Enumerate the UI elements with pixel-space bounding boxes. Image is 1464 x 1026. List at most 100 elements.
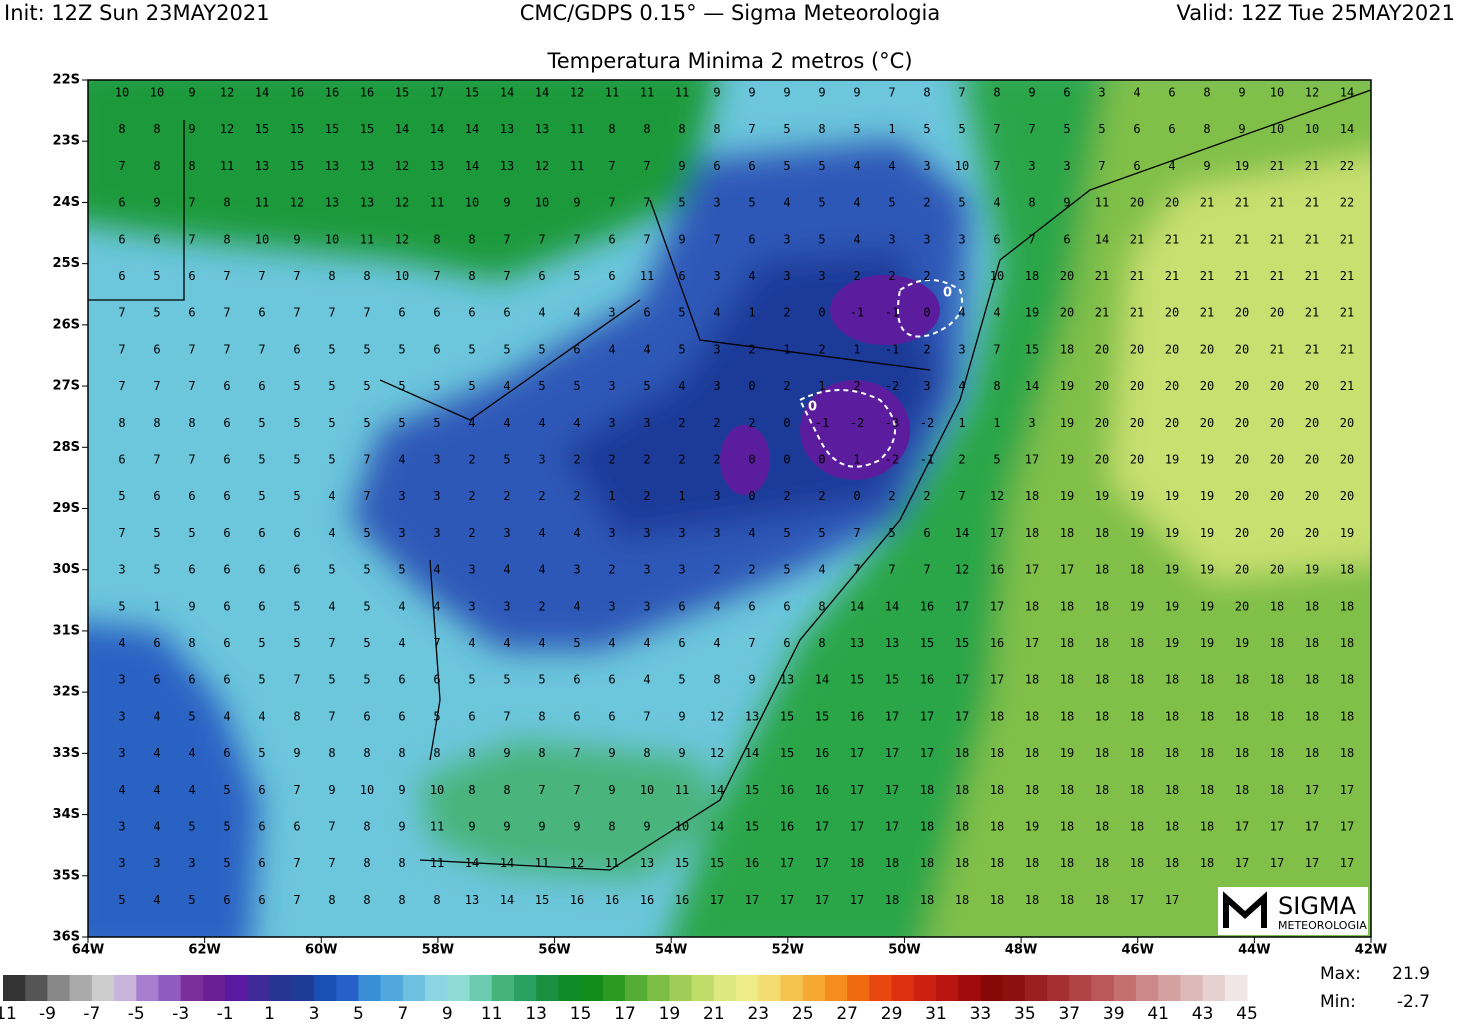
grid-value: 2: [713, 416, 720, 430]
grid-value: 2: [468, 489, 475, 503]
grid-value: 3: [608, 379, 615, 393]
grid-value: 7: [328, 856, 335, 870]
grid-value: 5: [468, 673, 475, 687]
grid-value: 3: [468, 563, 475, 577]
grid-value: 19: [1165, 453, 1179, 467]
colorbar-label: 25: [792, 1004, 814, 1022]
grid-value: 2: [923, 489, 930, 503]
grid-value: 6: [293, 820, 300, 834]
grid-value: 6: [293, 526, 300, 540]
grid-value: 0: [748, 453, 755, 467]
grid-value: 6: [153, 673, 160, 687]
grid-value: 3: [188, 856, 195, 870]
grid-value: 18: [1340, 673, 1354, 687]
grid-value: 2: [748, 416, 755, 430]
logo-sub: METEOROLOGIA: [1278, 919, 1367, 932]
grid-value: 14: [465, 159, 479, 173]
grid-value: 21: [1340, 342, 1354, 356]
grid-value: 5: [1098, 122, 1105, 136]
grid-value: 17: [850, 783, 864, 797]
grid-value: 12: [395, 196, 409, 210]
grid-value: 18: [1060, 783, 1074, 797]
grid-value: 5: [538, 379, 545, 393]
grid-value: 4: [153, 746, 160, 760]
grid-value: 5: [678, 196, 685, 210]
grid-value: 3: [118, 563, 125, 577]
grid-value: 4: [503, 379, 510, 393]
grid-value: 6: [153, 636, 160, 650]
grid-value: 10: [1305, 122, 1319, 136]
grid-value: 7: [223, 342, 230, 356]
grid-value: 1: [783, 342, 790, 356]
grid-value: 20: [1095, 453, 1109, 467]
grid-value: 21: [1200, 232, 1214, 246]
grid-value: 10: [640, 783, 654, 797]
grid-value: 6: [258, 820, 265, 834]
grid-value: 3: [468, 599, 475, 613]
grid-value: 18: [1095, 636, 1109, 650]
grid-value: 20: [1305, 489, 1319, 503]
grid-value: 3: [573, 563, 580, 577]
grid-value: 4: [573, 416, 580, 430]
map-field: 0 0 10 10 9 12 14 16 16 16 15 17 15 14 14 12 11 11 11 9 9 9…: [88, 80, 1371, 937]
grid-value: 5: [538, 342, 545, 356]
colorbar-label: 35: [1014, 1004, 1036, 1022]
grid-value: 18: [990, 893, 1004, 907]
grid-value: 2: [818, 342, 825, 356]
grid-value: 0: [853, 489, 860, 503]
grid-value: 17: [815, 893, 829, 907]
colorbar-swatch: [824, 975, 848, 1001]
grid-value: 5: [258, 453, 265, 467]
colorbar-swatch: [802, 975, 826, 1001]
grid-value: 6: [293, 563, 300, 577]
grid-value: -1: [885, 306, 899, 320]
colorbar-swatch: [180, 975, 204, 1001]
grid-value: 3: [503, 526, 510, 540]
grid-value: 5: [783, 563, 790, 577]
colorbar-label: 27: [836, 1004, 858, 1022]
grid-value: 6: [748, 599, 755, 613]
grid-value: 7: [993, 159, 1000, 173]
grid-value: 20: [1095, 416, 1109, 430]
grid-value: 18: [1095, 746, 1109, 760]
grid-value: 17: [850, 893, 864, 907]
grid-value: 18: [1060, 709, 1074, 723]
colorbar: -11-9-7-5-3-1135791113151719212325272931…: [0, 975, 1258, 1024]
grid-value: 19: [1200, 453, 1214, 467]
grid-value: 5: [853, 122, 860, 136]
grid-value: 3: [678, 563, 685, 577]
grid-value: 16: [815, 746, 829, 760]
grid-value: 6: [398, 709, 405, 723]
grid-value: 7: [328, 709, 335, 723]
grid-value: 8: [678, 122, 685, 136]
grid-value: 4: [713, 599, 720, 613]
grid-value: 20: [1235, 563, 1249, 577]
grid-value: 8: [608, 820, 615, 834]
grid-value: 14: [885, 599, 899, 613]
grid-value: 7: [258, 269, 265, 283]
lon-label: 60W: [305, 943, 337, 958]
grid-value: 3: [643, 526, 650, 540]
grid-value: 21: [1305, 342, 1319, 356]
grid-value: 6: [258, 783, 265, 797]
grid-value: 20: [1060, 306, 1074, 320]
grid-value: 9: [538, 820, 545, 834]
grid-value: 4: [643, 673, 650, 687]
grid-value: 18: [1095, 709, 1109, 723]
grid-value: 11: [640, 86, 654, 100]
grid-value: 7: [1028, 232, 1035, 246]
grid-value: 14: [955, 526, 969, 540]
grid-value: 17: [885, 709, 899, 723]
grid-value: 18: [1095, 820, 1109, 834]
grid-value: 18: [1200, 746, 1214, 760]
grid-value: 4: [853, 159, 860, 173]
grid-value: 11: [675, 86, 689, 100]
grid-value: 16: [780, 820, 794, 834]
grid-value: 14: [465, 122, 479, 136]
grid-value: 2: [608, 563, 615, 577]
grid-value: 7: [853, 526, 860, 540]
grid-value: -2: [885, 379, 899, 393]
grid-value: 19: [1130, 599, 1144, 613]
grid-value: 2: [538, 489, 545, 503]
